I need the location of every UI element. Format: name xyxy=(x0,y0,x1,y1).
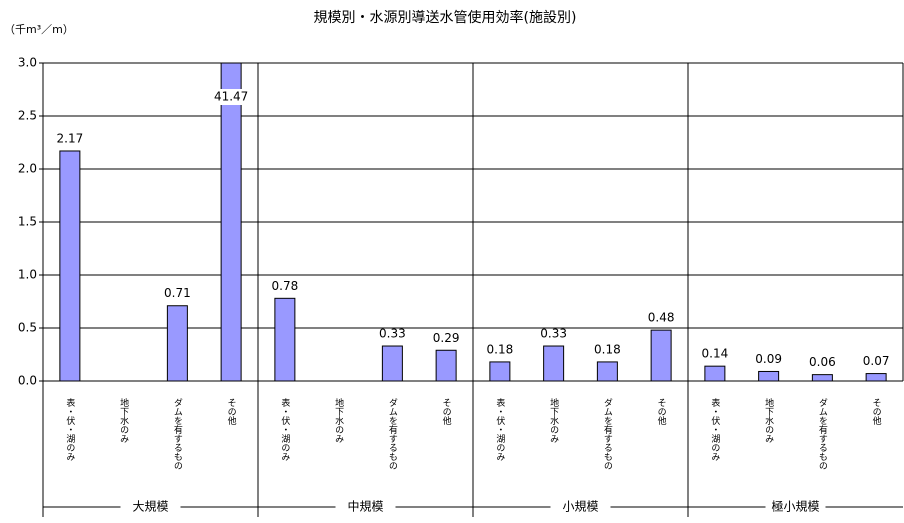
group-label: 中規模 xyxy=(347,499,383,514)
x-tick-label: ダムを有するもの xyxy=(172,397,183,470)
chart-title: 規模別・水源別導送水管使用効率(施設別) xyxy=(314,9,577,26)
group-label: 小規模 xyxy=(562,499,598,514)
bar xyxy=(758,370,780,382)
group-label-bg xyxy=(765,499,826,515)
bar xyxy=(435,349,457,382)
value-label: 0.07 xyxy=(863,354,890,368)
x-tick-label: 地下水のみ xyxy=(763,397,774,443)
group-label: 極小規模 xyxy=(771,499,819,514)
bar xyxy=(489,361,511,382)
bar-break xyxy=(209,89,254,105)
y-tick-label: 1.5 xyxy=(18,215,37,229)
x-tick-label: その他 xyxy=(656,398,667,426)
y-tick-label: 2.5 xyxy=(18,109,37,123)
group-label: 大規模 xyxy=(132,499,168,514)
bar xyxy=(543,345,565,382)
y-tick-label: 0.5 xyxy=(18,321,37,335)
x-tick-label: ダムを有するもの xyxy=(817,397,828,470)
value-label: 0.18 xyxy=(594,342,621,356)
x-tick-label: その他 xyxy=(871,398,882,426)
bar xyxy=(381,345,403,382)
x-tick-label: その他 xyxy=(441,398,452,426)
x-tick-label: 表・伏・湖のみ xyxy=(494,397,505,461)
group-label-bg xyxy=(335,499,396,515)
bar xyxy=(596,361,618,382)
y-tick-label: 0.0 xyxy=(18,374,37,388)
value-label: 0.06 xyxy=(809,355,836,369)
y-tick-label: 1.0 xyxy=(18,268,37,282)
value-label: 0.29 xyxy=(433,331,460,345)
value-label: 0.09 xyxy=(755,352,782,366)
x-tick-label: ダムを有するもの xyxy=(387,397,398,470)
x-tick-label: 表・伏・湖のみ xyxy=(279,397,290,461)
bar xyxy=(650,329,672,382)
value-label: 0.48 xyxy=(648,311,675,325)
bar xyxy=(704,365,726,382)
x-tick-label: 表・伏・湖のみ xyxy=(64,397,75,461)
x-tick-label: 地下水のみ xyxy=(118,397,129,443)
value-label: 0.71 xyxy=(164,286,191,300)
bar xyxy=(811,374,833,382)
value-label: 2.17 xyxy=(57,131,84,145)
value-label: 0.18 xyxy=(487,342,514,356)
y-axis-label: （千m³／m） xyxy=(4,23,74,36)
value-label: 0.33 xyxy=(540,327,567,341)
bar xyxy=(865,373,887,382)
y-tick-label: 3.0 xyxy=(18,56,37,70)
group-label-bg xyxy=(120,499,181,515)
bar xyxy=(59,150,81,382)
bar xyxy=(166,305,188,382)
x-tick-label: 表・伏・湖のみ xyxy=(709,397,720,461)
y-tick-label: 2.0 xyxy=(18,162,37,176)
x-tick-label: その他 xyxy=(226,398,237,426)
group-label-bg xyxy=(550,499,611,515)
value-label: 0.33 xyxy=(379,327,406,341)
x-tick-label: 地下水のみ xyxy=(333,397,344,443)
bar xyxy=(220,62,242,382)
value-label: 0.14 xyxy=(702,347,729,361)
x-tick-label: ダムを有するもの xyxy=(602,397,613,470)
value-label: 41.47 xyxy=(214,90,248,104)
bar xyxy=(274,297,296,382)
x-tick-label: 地下水のみ xyxy=(548,397,559,443)
value-label: 0.78 xyxy=(272,279,299,293)
